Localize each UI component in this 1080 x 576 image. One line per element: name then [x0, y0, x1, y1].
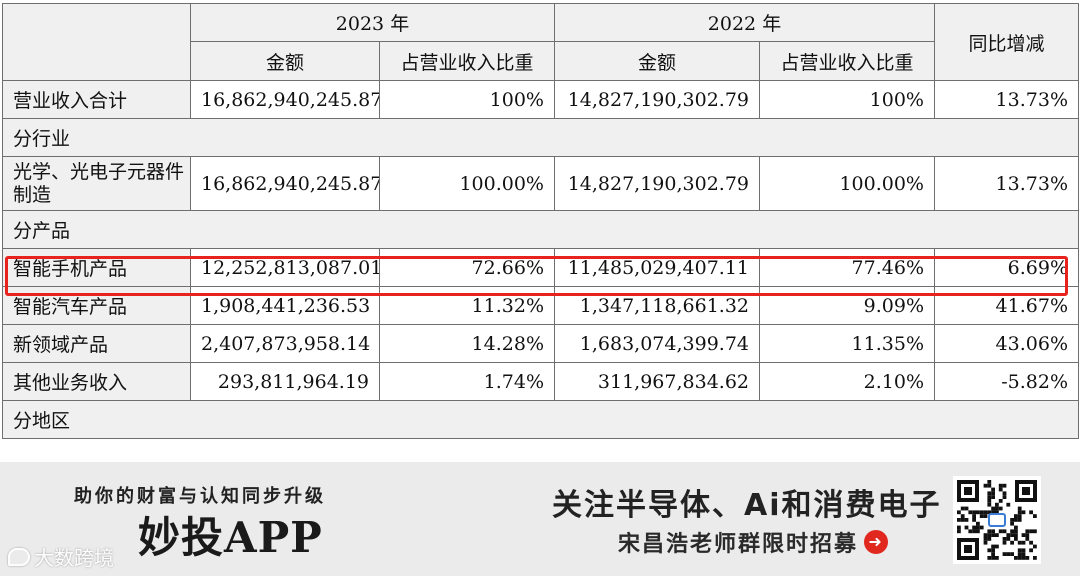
ratio-2022: 9.09%	[759, 286, 935, 325]
recruit-text: 宋昌浩老师群限时招募	[618, 532, 859, 557]
header-amount-2022: 金额	[554, 41, 760, 81]
amount-2022: 14,827,190,302.79	[554, 80, 760, 119]
yoy-change: 43.06%	[934, 324, 1079, 363]
section-row-by-product: 分产品	[2, 210, 1079, 249]
ratio-2022: 100%	[759, 80, 935, 119]
header-corner-cell	[2, 3, 191, 81]
header-year-2023: 2023 年	[190, 3, 555, 42]
amount-2023: 2,407,873,958.14	[190, 324, 380, 363]
amount-2022: 14,827,190,302.79	[554, 156, 760, 211]
row-label: 营业收入合计	[2, 80, 191, 119]
row-label: 光学、光电子元器件制造	[2, 156, 191, 211]
yoy-change: 13.73%	[934, 80, 1079, 119]
ratio-2023: 14.28%	[379, 324, 555, 363]
table-row-smart-car: 智能汽车产品 1,908,441,236.53 11.32% 1,347,118…	[2, 286, 1079, 325]
banner-app-name: 妙投APP	[138, 513, 323, 562]
yoy-change: 41.67%	[934, 286, 1079, 325]
ratio-2023: 100%	[379, 80, 555, 119]
ratio-2022: 2.10%	[759, 362, 935, 401]
ratio-2023: 72.66%	[379, 248, 555, 287]
table-row-other-business: 其他业务收入 293,811,964.19 1.74% 311,967,834.…	[2, 362, 1079, 401]
revenue-table-container: 2023 年 2022 年 同比增减 金额 占营业收入比重 金额 占营业收入比重…	[2, 3, 1079, 439]
ratio-2022: 77.46%	[759, 248, 935, 287]
row-label: 智能汽车产品	[2, 286, 191, 325]
section-label: 分地区	[2, 400, 1079, 439]
row-label: 智能手机产品	[2, 248, 191, 287]
chat-bubble-icon	[8, 547, 30, 566]
banner-tagline: 助你的财富与认知同步升级	[74, 486, 326, 507]
ratio-2023: 1.74%	[379, 362, 555, 401]
revenue-breakdown-table: 2023 年 2022 年 同比增减 金额 占营业收入比重 金额 占营业收入比重…	[2, 3, 1079, 439]
yoy-change: -5.82%	[934, 362, 1079, 401]
ratio-2022: 100.00%	[759, 156, 935, 211]
yoy-change: 13.73%	[934, 156, 1079, 211]
section-label: 分行业	[2, 118, 1079, 157]
table-row-total-revenue: 营业收入合计 16,862,940,245.87 100% 14,827,190…	[2, 80, 1079, 119]
qr-code-icon[interactable]	[953, 476, 1041, 564]
row-label: 其他业务收入	[2, 362, 191, 401]
table-row-optoelectronics: 光学、光电子元器件制造 16,862,940,245.87 100.00% 14…	[2, 156, 1079, 211]
header-amount-2023: 金额	[190, 41, 380, 81]
header-ratio-2023: 占营业收入比重	[379, 41, 555, 81]
ratio-2023: 11.32%	[379, 286, 555, 325]
table-row-new-field: 新领域产品 2,407,873,958.14 14.28% 1,683,074,…	[2, 324, 1079, 363]
amount-2023: 12,252,813,087.01	[190, 248, 380, 287]
amount-2023: 16,862,940,245.87	[190, 80, 380, 119]
banner-headline: 关注半导体、Ai和消费电子	[552, 488, 942, 523]
recruit-link[interactable]: 宋昌浩老师群限时招募 ➜	[618, 526, 889, 558]
watermark-text: 大数跨境	[34, 546, 114, 570]
amount-2023: 1,908,441,236.53	[190, 286, 380, 325]
header-year-2022: 2022 年	[554, 3, 935, 42]
header-ratio-2022: 占营业收入比重	[759, 41, 935, 81]
row-label: 新领域产品	[2, 324, 191, 363]
section-row-by-region: 分地区	[2, 400, 1079, 439]
section-label: 分产品	[2, 210, 1079, 249]
watermark: 大数跨境	[8, 542, 114, 571]
arrow-right-icon[interactable]: ➜	[864, 530, 889, 554]
amount-2023: 16,862,940,245.87	[190, 156, 380, 211]
amount-2022: 311,967,834.62	[554, 362, 760, 401]
header-yoy: 同比增减	[934, 3, 1079, 81]
ratio-2023: 100.00%	[379, 156, 555, 211]
table-row-smartphone: 智能手机产品 12,252,813,087.01 72.66% 11,485,0…	[2, 248, 1079, 287]
ratio-2022: 11.35%	[759, 324, 935, 363]
yoy-change: 6.69%	[934, 248, 1079, 287]
promo-banner[interactable]: 助你的财富与认知同步升级 妙投APP 大数跨境 关注半导体、Ai和消费电子 宋昌…	[0, 462, 1080, 576]
qr-code-graphic	[957, 480, 1037, 560]
section-row-by-industry: 分行业	[2, 118, 1079, 157]
amount-2022: 1,347,118,661.32	[554, 286, 760, 325]
amount-2022: 1,683,074,399.74	[554, 324, 760, 363]
amount-2022: 11,485,029,407.11	[554, 248, 760, 287]
amount-2023: 293,811,964.19	[190, 362, 380, 401]
